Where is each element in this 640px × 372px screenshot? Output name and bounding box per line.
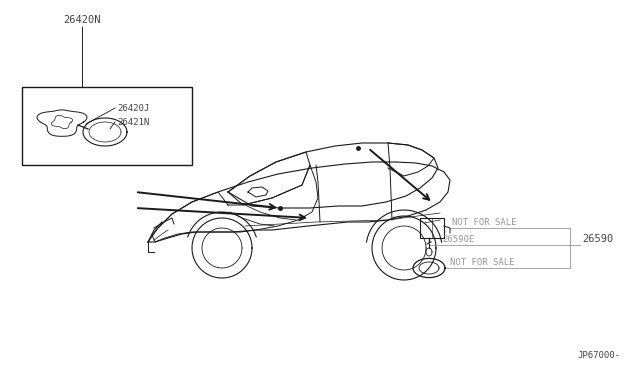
Text: 26420J: 26420J [117,103,149,112]
Text: 26420N: 26420N [63,15,100,25]
Bar [22,87,192,165]
Bar [420,218,444,238]
Text: 26590E: 26590E [442,235,474,244]
Text: NOT FOR SALE: NOT FOR SALE [450,258,515,267]
Text: 26421N: 26421N [117,118,149,126]
Text: 26590: 26590 [582,234,613,244]
Text: JP67000-: JP67000- [577,351,620,360]
Text: NOT FOR SALE: NOT FOR SALE [452,218,516,227]
